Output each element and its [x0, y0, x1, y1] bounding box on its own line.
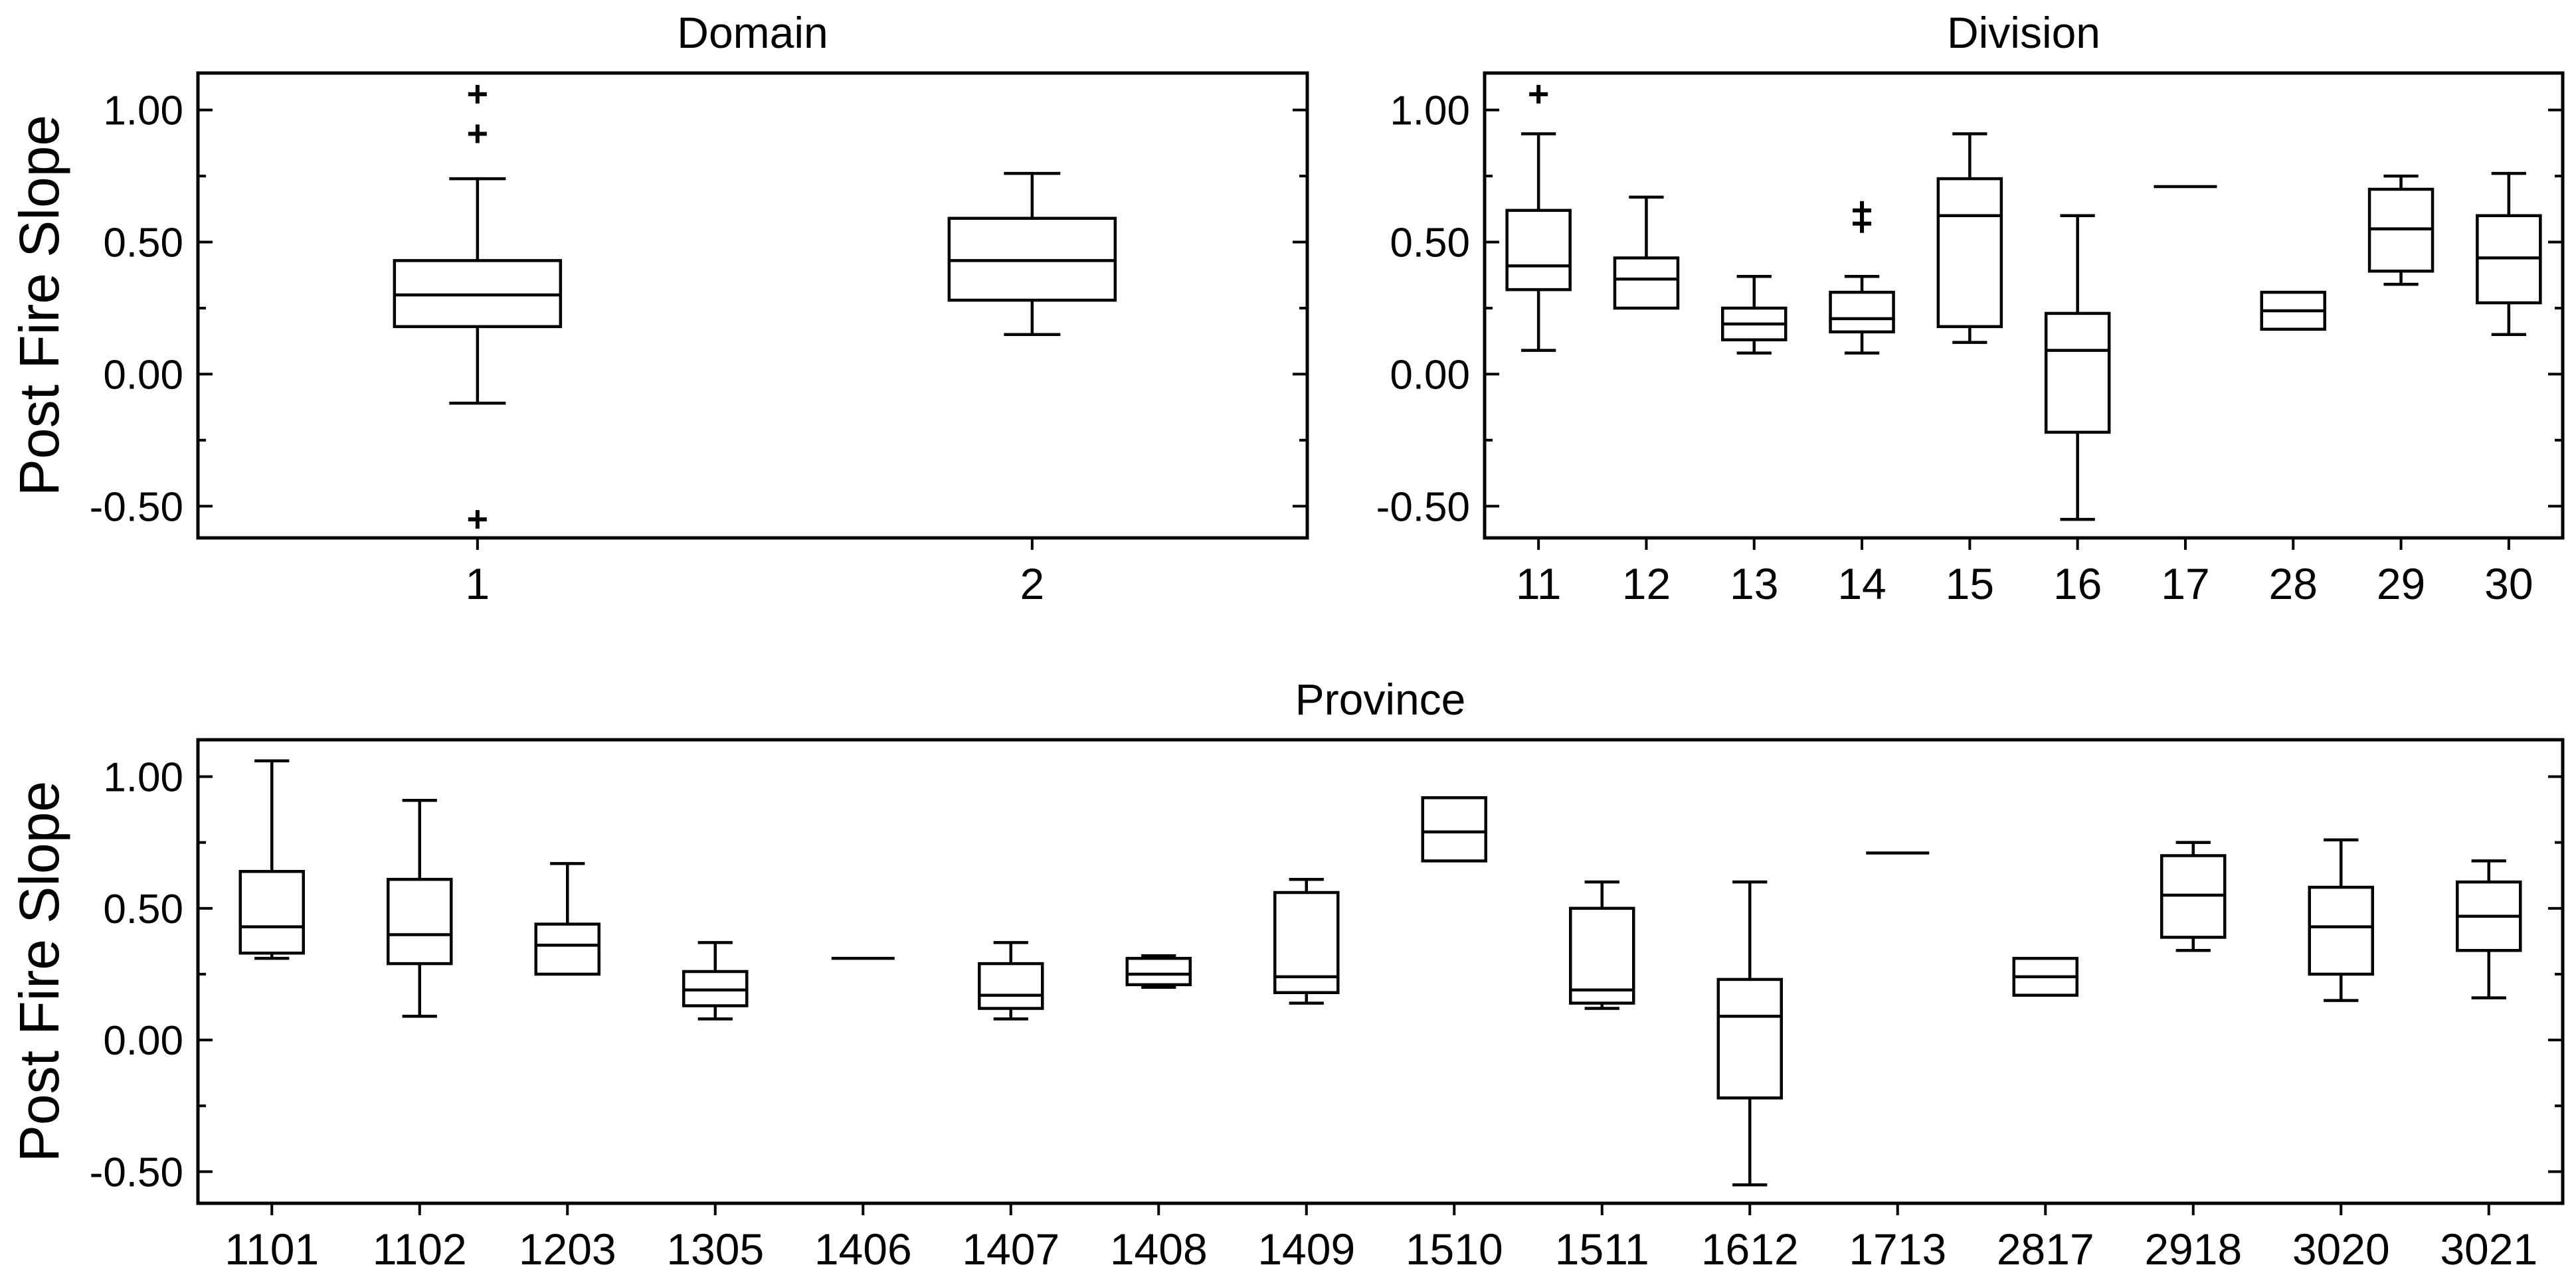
- panel-title: Domain: [677, 8, 828, 57]
- y-tick-label: -0.50: [90, 484, 183, 530]
- box-1407: [978, 941, 1044, 1021]
- panel-division: Division 1.00 0.50 0.00 -0.50 11 12 13 14 15 16 17 2…: [1376, 8, 2565, 608]
- iqr-box: [1936, 177, 2003, 329]
- box-12: [1613, 195, 1680, 310]
- iqr-box: [1716, 978, 1783, 1100]
- panel-province: Province 1.00 0.50 0.00 -0.50 Post Fire Slope…: [8, 675, 2565, 1274]
- y-tick-label: 0.50: [103, 887, 183, 932]
- x-tick-label: 1612: [1701, 1225, 1799, 1274]
- box-1408: [1125, 954, 1192, 989]
- box-1305: [682, 941, 749, 1021]
- plot-frame: [1483, 71, 2565, 540]
- x-tick-label: 2918: [2144, 1225, 2242, 1274]
- x-tick-label: 30: [2484, 559, 2533, 608]
- box-1: [393, 84, 563, 529]
- box-2817: [2012, 956, 2078, 997]
- x-tick-label: 3020: [2292, 1225, 2390, 1274]
- x-tick-label: 11: [1516, 559, 1562, 608]
- x-tick-label: 1408: [1110, 1225, 1208, 1274]
- panel-title: Province: [1295, 675, 1466, 724]
- iqr-box: [1613, 256, 1680, 310]
- box-29: [2367, 174, 2435, 286]
- y-tick-label: -0.50: [90, 1149, 183, 1195]
- box-28: [2260, 290, 2326, 331]
- x-tick-label: 1: [465, 559, 490, 608]
- iqr-box: [534, 922, 600, 976]
- x-tick-label: 1102: [373, 1225, 467, 1274]
- x-tick-label: 28: [2269, 559, 2318, 608]
- iqr-box: [978, 962, 1044, 1010]
- x-tick-label: 13: [1730, 559, 1778, 608]
- x-tick-label: 1510: [1406, 1225, 1503, 1274]
- box-1409: [1273, 877, 1340, 1005]
- iqr-box: [2044, 311, 2111, 434]
- x-tick-label: 2817: [1997, 1225, 2094, 1274]
- x-tick-label: 3021: [2440, 1225, 2537, 1274]
- iqr-box: [387, 877, 453, 966]
- box-3020: [2308, 838, 2374, 1002]
- x-tick-label: 1713: [1849, 1225, 1946, 1274]
- x-tick-label: 14: [1837, 559, 1886, 608]
- x-tick-label: 16: [2053, 559, 2102, 608]
- x-tick-label: 1101: [225, 1225, 319, 1274]
- y-tick-label: 1.00: [103, 755, 183, 801]
- y-axis-title: Post Fire Slope: [8, 781, 70, 1162]
- box-1101: [238, 759, 305, 960]
- box-2: [947, 171, 1117, 336]
- box-14: [1829, 201, 1895, 355]
- y-tick-label: 0.00: [103, 1018, 183, 1064]
- iqr-box: [1829, 290, 1895, 334]
- y-tick-label: 0.00: [103, 352, 183, 398]
- iqr-box: [1569, 906, 1635, 1005]
- box-1510: [1421, 796, 1487, 863]
- box-1612: [1716, 880, 1783, 1187]
- x-tick-label: 1305: [666, 1225, 764, 1274]
- plot-frame: [196, 738, 2565, 1205]
- iqr-box: [2308, 885, 2374, 976]
- box-13: [1721, 275, 1788, 355]
- x-tick-label: 17: [2161, 559, 2209, 608]
- y-axis-title: Post Fire Slope: [8, 115, 70, 496]
- x-tick-label: 1409: [1257, 1225, 1355, 1274]
- x-tick-label: 15: [1946, 559, 1994, 608]
- y-tick-label: 0.00: [1390, 352, 1470, 398]
- panel-domain: Domain 1.00 0.50 0.00 -0.50 Post Fire Slope 1 2: [8, 8, 1309, 608]
- x-tick-label: 29: [2377, 559, 2425, 608]
- x-tick-label: 12: [1622, 559, 1671, 608]
- plot-frame: [196, 71, 1309, 540]
- iqr-box: [1125, 956, 1192, 987]
- box-2918: [2160, 841, 2227, 952]
- box-3021: [2456, 859, 2522, 999]
- box-15: [1936, 132, 2003, 344]
- y-tick-label: 0.50: [1390, 220, 1470, 266]
- y-tick-label: 0.50: [103, 220, 183, 266]
- y-tick-label: 1.00: [103, 88, 183, 134]
- box-1102: [387, 798, 453, 1018]
- box-11: [1505, 84, 1572, 352]
- panel-title: Division: [1947, 8, 2100, 57]
- x-tick-label: 1203: [519, 1225, 616, 1274]
- iqr-box: [1421, 796, 1487, 863]
- iqr-box: [1505, 209, 1572, 292]
- box-1203: [534, 862, 600, 976]
- x-tick-label: 1407: [962, 1225, 1059, 1274]
- iqr-box: [238, 870, 305, 955]
- box-30: [2476, 171, 2542, 336]
- y-tick-label: -0.50: [1376, 484, 1470, 530]
- box-1511: [1569, 880, 1635, 1010]
- x-tick-label: 1406: [814, 1225, 912, 1274]
- x-tick-label: 1511: [1555, 1225, 1649, 1274]
- x-tick-label: 2: [1020, 559, 1044, 608]
- box-16: [2044, 214, 2111, 521]
- y-tick-label: 1.00: [1390, 88, 1470, 134]
